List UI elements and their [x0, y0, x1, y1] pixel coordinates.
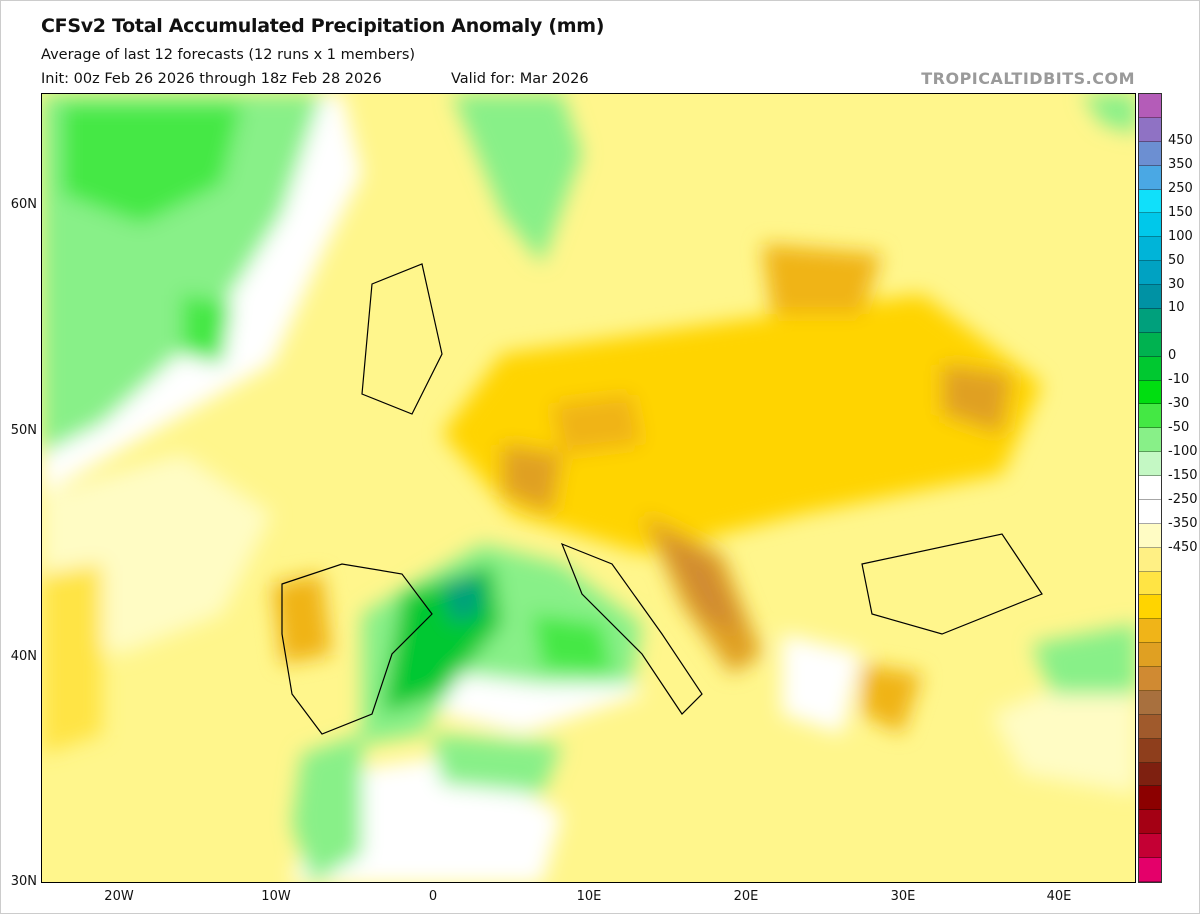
color-bin [1139, 117, 1161, 142]
color-bin [1139, 356, 1161, 381]
dry-anomaly [552, 394, 642, 454]
color-scale-label: -10 [1168, 372, 1190, 388]
color-bin [1139, 141, 1161, 166]
color-scale-label: 150 [1168, 204, 1193, 220]
color-bin [1139, 499, 1161, 524]
color-scale-label: 100 [1168, 228, 1193, 244]
color-scale-label: 30 [1168, 276, 1185, 292]
dry-anomaly [272, 574, 332, 664]
color-bin [1139, 858, 1161, 882]
lat-label: 30N [10, 874, 37, 889]
color-bin [1139, 332, 1161, 357]
color-scale-label: -350 [1168, 515, 1198, 531]
wet-anomaly [1082, 94, 1135, 134]
color-bin [1139, 165, 1161, 190]
dry-anomaly [862, 664, 922, 734]
color-bin [1139, 261, 1161, 285]
lon-label: 10E [576, 889, 602, 904]
wet-anomaly [442, 574, 482, 624]
color-bin [1139, 189, 1161, 214]
color-bin [1139, 762, 1161, 787]
anomaly-field [42, 94, 1135, 882]
lon-label: 40E [1046, 889, 1072, 904]
color-scale-label: 250 [1168, 180, 1193, 196]
color-bin [1139, 94, 1161, 118]
color-bin [1139, 285, 1161, 309]
dry-anomaly [502, 444, 562, 514]
lat-label: 40N [10, 649, 37, 664]
color-bin [1139, 428, 1161, 453]
color-bin [1139, 237, 1161, 262]
color-bin [1139, 380, 1161, 405]
valid-time: Valid for: Mar 2026 [451, 71, 589, 87]
dry-anomaly [762, 244, 882, 314]
color-bin [1139, 810, 1161, 835]
lat-label: 60N [10, 197, 37, 212]
wet-anomaly [452, 94, 582, 264]
map-title: CFSv2 Total Accumulated Precipitation An… [41, 15, 605, 37]
color-bin [1139, 619, 1161, 644]
color-bin [1139, 452, 1161, 476]
wet-anomaly [62, 104, 242, 224]
dry-anomaly [662, 534, 742, 634]
init-time: Init: 00z Feb 26 2026 through 18z Feb 28… [41, 71, 382, 87]
color-bin [1139, 667, 1161, 691]
color-scale-label: -100 [1168, 444, 1198, 460]
wet-anomaly [1032, 624, 1135, 694]
wet-anomaly [532, 614, 612, 674]
lon-label: 20E [733, 889, 759, 904]
color-scale-label: 0 [1168, 348, 1177, 364]
black-sea-outline [861, 533, 1043, 635]
britain-outline [361, 263, 443, 415]
wet-anomaly [182, 294, 232, 364]
color-bin [1139, 690, 1161, 715]
color-scale-label: -250 [1168, 491, 1198, 507]
dry-anomaly [942, 364, 1012, 434]
color-bin [1139, 714, 1161, 739]
color-bin [1139, 547, 1161, 572]
color-scale-label: -50 [1168, 420, 1190, 436]
lat-label: 50N [10, 423, 37, 438]
iberia-outline [281, 563, 433, 735]
color-scale-label: 450 [1168, 132, 1193, 148]
color-scale-bar [1138, 93, 1162, 883]
lon-label: 10W [261, 889, 291, 904]
color-bin [1139, 523, 1161, 548]
color-bin [1139, 786, 1161, 811]
color-scale-label: 50 [1168, 252, 1185, 268]
color-scale-label: 350 [1168, 156, 1193, 172]
color-bin [1139, 595, 1161, 620]
color-scale-label: -450 [1168, 539, 1198, 555]
color-bin [1139, 834, 1161, 858]
neutral-area [782, 634, 862, 734]
color-scale-label: -150 [1168, 468, 1198, 484]
color-bin [1139, 571, 1161, 596]
wet-anomaly [432, 734, 562, 794]
lon-label: 30E [890, 889, 916, 904]
map-subtitle: Average of last 12 forecasts (12 runs x … [41, 47, 416, 63]
color-bin [1139, 476, 1161, 500]
color-bin [1139, 643, 1161, 667]
precipitation-anomaly-map [41, 93, 1136, 883]
color-bin [1139, 404, 1161, 429]
lon-label: 0 [428, 889, 438, 904]
italy-outline [560, 542, 703, 715]
watermark: TROPICALTIDBITS.COM [921, 69, 1135, 88]
lon-label: 20W [104, 889, 134, 904]
color-bin [1139, 308, 1161, 333]
color-scale-label: 10 [1168, 300, 1185, 316]
dry-anomaly [442, 294, 1042, 554]
color-bin [1139, 213, 1161, 238]
coastlines [281, 263, 1043, 735]
wet-anomaly [292, 734, 362, 882]
color-scale-label: -30 [1168, 396, 1190, 412]
dry-anomaly [42, 564, 102, 754]
color-bin [1139, 738, 1161, 763]
